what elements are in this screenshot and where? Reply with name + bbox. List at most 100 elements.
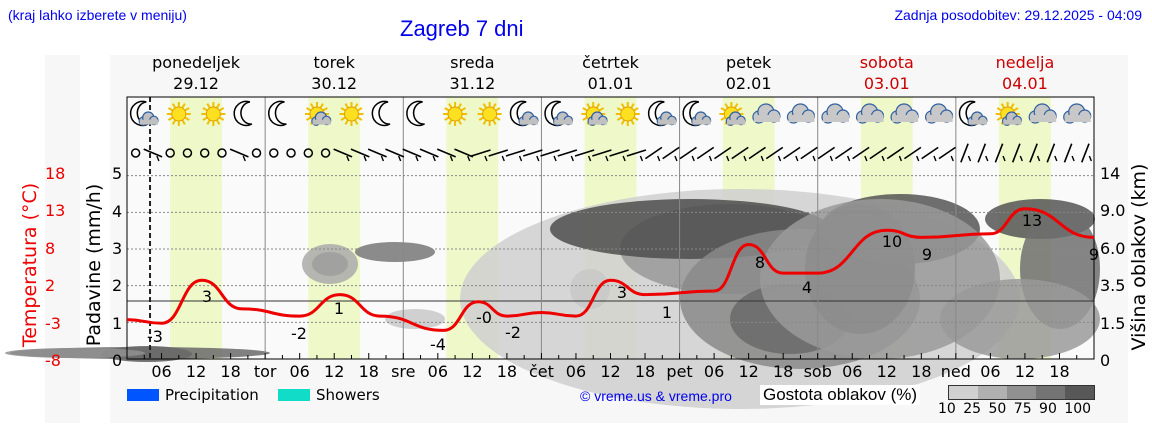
wind-barb-icon: [696, 146, 715, 162]
wind-barb-icon: [229, 148, 249, 162]
svg-text:12: 12: [877, 362, 897, 381]
sun-icon: [201, 102, 226, 126]
cloud-density-swatch: [1036, 386, 1065, 399]
wind-barb-icon: [852, 146, 870, 162]
svg-text:10: 10: [882, 232, 902, 251]
wind-barb-icon: [886, 146, 905, 162]
svg-text:pet: pet: [666, 362, 692, 381]
svg-text:18: 18: [911, 362, 931, 381]
svg-text:tor: tor: [254, 362, 277, 381]
wind-barb-icon: [869, 146, 887, 162]
svg-text:12: 12: [186, 362, 206, 381]
wind-barb-icon: [419, 148, 439, 162]
wind-barb-icon: [994, 143, 1006, 163]
page-title: Zagreb 7 dni: [400, 16, 524, 41]
sun-cloud-icon: [995, 102, 1023, 126]
wind-barb-icon: [454, 148, 474, 162]
moon-icon: [406, 100, 425, 127]
day-label: petek 02.01: [725, 53, 772, 93]
svg-text:8: 8: [45, 239, 55, 258]
day-label: sreda 31.12: [449, 53, 496, 93]
svg-text:13: 13: [45, 201, 65, 220]
moon-cloud-icon: [958, 100, 988, 127]
svg-text:1: 1: [334, 299, 344, 318]
wind-barb-icon: [714, 146, 732, 162]
svg-text:sre: sre: [391, 362, 415, 381]
svg-text:18: 18: [497, 362, 517, 381]
svg-text:-2: -2: [291, 324, 307, 343]
svg-text:5: 5: [112, 164, 122, 183]
wind-barb-icon: [165, 148, 175, 158]
sun-cloud-icon: [719, 102, 746, 126]
wind-barb-icon: [557, 149, 578, 162]
cloud-icon: [924, 103, 954, 124]
cloud-density-title: Gostota oblakov (%): [760, 385, 921, 405]
wind-barb-icon: [540, 149, 560, 162]
wind-barb-icon: [402, 148, 422, 162]
wind-barb-icon: [182, 148, 193, 158]
svg-text:čet: čet: [529, 362, 554, 381]
wind-barb-icon: [977, 143, 989, 163]
moon-icon: [371, 100, 391, 127]
wind-barb-icon: [385, 148, 405, 162]
svg-text:2: 2: [112, 276, 122, 295]
wind-barb-icon: [367, 148, 387, 162]
copyright-link[interactable]: © vreme.us & vreme.pro: [580, 388, 732, 404]
sun-icon: [339, 102, 364, 126]
svg-text:ned: ned: [941, 362, 971, 381]
cloud-density-swatch: [1007, 386, 1036, 399]
precipitation-swatch: [127, 389, 159, 401]
svg-text:3: 3: [617, 283, 627, 302]
sun-cloud-icon: [304, 102, 332, 126]
svg-text:sob: sob: [804, 362, 832, 381]
wind-barb-icon: [269, 148, 279, 158]
svg-text:12: 12: [600, 362, 620, 381]
cloud-icon: [855, 103, 885, 124]
svg-text:18: 18: [773, 362, 793, 381]
moon-cloud-icon: [509, 100, 539, 127]
wind-barb-icon: [1080, 143, 1093, 163]
wind-barb-icon: [286, 148, 296, 158]
wind-barb-icon: [960, 143, 972, 163]
cloud-icon: [752, 103, 781, 124]
sun-icon: [477, 102, 502, 126]
svg-text:-0: -0: [476, 308, 492, 327]
wind-barb-icon: [817, 146, 836, 162]
svg-text:0: 0: [1100, 351, 1110, 370]
wind-barb-icon: [471, 149, 491, 162]
sun-icon: [615, 102, 640, 126]
wind-barb-icon: [1029, 143, 1041, 163]
cloud-density-scale: [948, 385, 1095, 400]
wind-barb-icon: [436, 148, 456, 162]
svg-text:6.0: 6.0: [1100, 239, 1125, 258]
svg-text:1: 1: [662, 303, 672, 322]
svg-text:3: 3: [202, 287, 212, 306]
wind-barb-icon: [488, 149, 509, 162]
svg-text:1: 1: [112, 314, 122, 333]
moon-cloud-icon: [129, 100, 159, 127]
svg-text:9: 9: [922, 245, 932, 264]
wind-barb-icon: [320, 148, 331, 158]
wind-barb-icon: [505, 149, 526, 162]
wind-barb-icon: [903, 146, 922, 162]
region-menu-hint[interactable]: (kraj lahko izberete v meniju): [8, 7, 187, 23]
moon-icon: [233, 100, 253, 127]
svg-text:Temperatura (°C): Temperatura (°C): [19, 183, 41, 348]
wind-barb-icon: [921, 146, 939, 162]
svg-text:06: 06: [842, 362, 862, 381]
svg-text:12: 12: [462, 362, 482, 381]
cloud-icon: [786, 103, 816, 124]
wind-barb-icon: [523, 149, 543, 162]
wind-barb-icon: [574, 149, 595, 162]
wind-barb-icon: [609, 149, 629, 162]
svg-text:Padavine (mm/h): Padavine (mm/h): [83, 184, 105, 347]
moon-cloud-icon: [647, 100, 677, 127]
svg-text:18: 18: [359, 362, 379, 381]
temp-axis-panel: [45, 55, 80, 423]
precipitation-label: Precipitation: [165, 386, 259, 404]
sun-icon: [166, 102, 191, 126]
wind-barb-icon: [1046, 143, 1058, 163]
cloud-density-swatch: [978, 386, 1007, 399]
wind-barb-icon: [1063, 143, 1075, 163]
